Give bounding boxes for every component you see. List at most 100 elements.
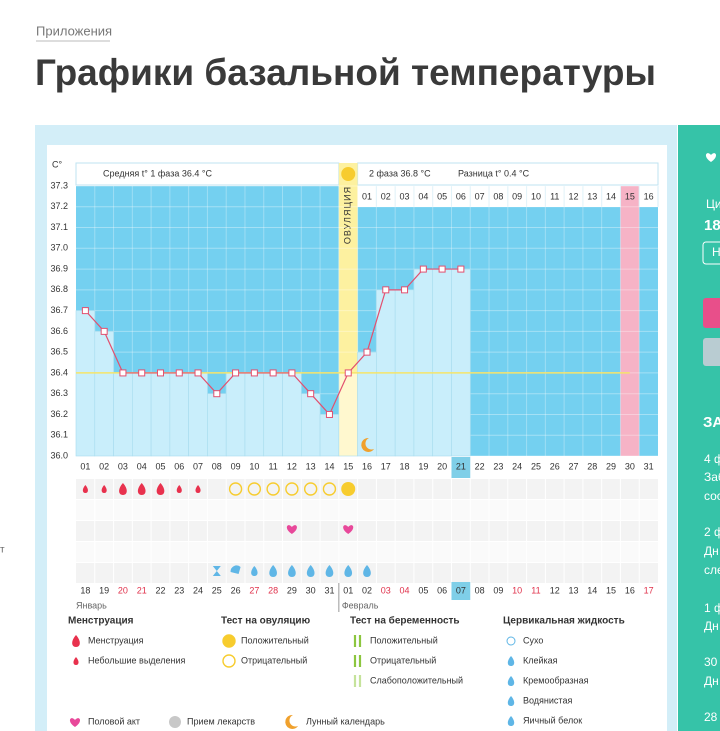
highlight-date	[451, 582, 471, 600]
y-tick-label: 37.2	[50, 201, 68, 211]
date-label: 14	[587, 585, 597, 595]
temp-bar	[169, 372, 189, 457]
legend-icon	[507, 656, 515, 666]
y-tick-label: 36.1	[50, 430, 68, 440]
sidebar-text: Заб	[704, 470, 720, 484]
x-tick-label: 04	[137, 461, 147, 471]
phase2-day: 04	[418, 191, 428, 201]
temp-point	[232, 369, 240, 377]
temp-bar	[244, 372, 265, 457]
date-label: 16	[625, 585, 635, 595]
phase2-day: 14	[606, 191, 616, 201]
ovulation-test-icon	[247, 482, 262, 496]
legend-icon	[506, 636, 516, 646]
date-label: 15	[606, 585, 616, 595]
x-tick-label: 19	[418, 461, 428, 471]
menstruation-icon	[176, 485, 182, 493]
share-button[interactable]	[703, 338, 720, 366]
legend-icon	[72, 635, 80, 647]
legend-item: Прием лекарств	[187, 716, 255, 726]
x-tick-label: 08	[212, 461, 222, 471]
date-label: 22	[155, 585, 165, 595]
legend-title: Цервикальная жидкость	[503, 616, 625, 627]
sidebar-text: 1 ф	[704, 601, 720, 615]
legend-item: Яичный белок	[523, 715, 582, 725]
ovulation-label: ОВУЛЯЦИЯ	[343, 186, 353, 244]
month-label: Январь	[76, 600, 107, 610]
temp-bar	[357, 351, 377, 457]
y-tick-label: 36.8	[50, 284, 68, 294]
temp-point	[250, 369, 258, 377]
date-label: 10	[512, 585, 522, 595]
phase2-day: 02	[381, 191, 391, 201]
y-tick-label: 36.5	[50, 347, 68, 357]
phase2-day: 05	[437, 191, 447, 201]
edge-text: т	[0, 545, 5, 556]
legend-item: Положительный	[370, 635, 438, 645]
y-tick-label: 37.3	[50, 180, 68, 190]
cervical-icon	[325, 565, 334, 577]
y-tick-label: 37.0	[50, 243, 68, 253]
sidebar-text: 4 ф	[704, 452, 720, 466]
x-tick-label: 13	[306, 461, 316, 471]
date-label: 01	[343, 585, 353, 595]
breadcrumb[interactable]: Приложения	[36, 23, 112, 38]
legend-item: Менструация	[88, 635, 144, 645]
temp-point	[363, 348, 371, 356]
moon-icon	[361, 437, 374, 452]
temp-point	[382, 286, 390, 294]
x-tick-label: 29	[606, 461, 616, 471]
legend-title: Менструация	[68, 616, 134, 627]
date-label: 23	[174, 585, 184, 595]
y-tick-label: 36.0	[50, 450, 68, 460]
temp-bar	[451, 268, 471, 457]
menstruation-icon	[195, 485, 201, 493]
y-tick-label: 36.4	[50, 367, 68, 377]
legend-item: Положительный	[241, 635, 309, 645]
legend-item: Лунный календарь	[306, 716, 385, 726]
phase2-day: 08	[493, 191, 503, 201]
date-label: 21	[137, 585, 147, 595]
temp-bar	[225, 372, 246, 457]
sex-icon	[343, 525, 354, 534]
legend-item: Половой акт	[88, 716, 140, 726]
cervical-icon	[230, 565, 241, 574]
legend-icon	[222, 654, 236, 668]
cervical-icon	[288, 565, 296, 577]
date-label: 05	[418, 585, 428, 595]
cervical-icon	[363, 565, 371, 577]
date-label: 26	[231, 585, 241, 595]
date-label: 07	[456, 585, 466, 595]
temp-point	[138, 369, 146, 377]
temp-point	[175, 369, 183, 377]
legend-icon	[73, 657, 79, 665]
temp-bar	[113, 372, 133, 457]
phase1-label: Средняя t° 1 фаза 36.4 °C	[103, 168, 212, 178]
legend-item: Отрицательный	[370, 655, 436, 665]
date-label: 06	[437, 585, 447, 595]
x-tick-label: 07	[193, 461, 203, 471]
legend-item: Небольшие выделения	[88, 655, 186, 665]
x-tick-label: 21	[456, 461, 466, 471]
sidebar-text: Н	[712, 245, 720, 259]
share-button[interactable]	[703, 298, 720, 328]
marked-day-column	[620, 186, 640, 456]
phase2-day: 07	[475, 191, 485, 201]
x-tick-label: 30	[625, 461, 635, 471]
temp-point	[81, 307, 89, 315]
temp-bar	[282, 372, 302, 457]
temp-point	[307, 390, 315, 398]
legend-icon	[507, 716, 515, 726]
temp-bar	[75, 310, 96, 457]
temp-point	[100, 327, 108, 335]
x-tick-label: 03	[118, 461, 128, 471]
temp-bar	[150, 372, 171, 457]
cervical-icon	[306, 565, 315, 577]
sidebar-text: 28	[704, 710, 718, 724]
sidebar-text: Дн	[704, 619, 719, 633]
legend-icon	[507, 696, 515, 706]
phase2-day: 16	[644, 191, 654, 201]
phase2-day: 09	[512, 191, 522, 201]
symbol-row	[76, 542, 658, 562]
sidebar-text: 2 ф	[704, 525, 720, 539]
